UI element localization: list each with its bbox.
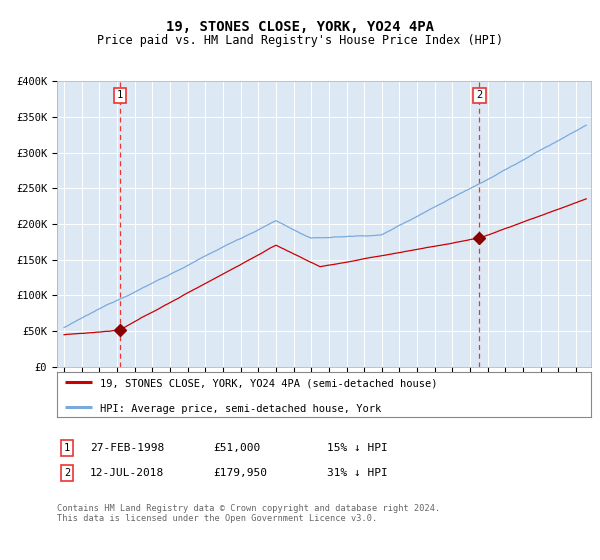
Text: 1: 1 [116,91,123,100]
Text: Price paid vs. HM Land Registry's House Price Index (HPI): Price paid vs. HM Land Registry's House … [97,34,503,46]
Text: 12-JUL-2018: 12-JUL-2018 [90,468,164,478]
Text: 27-FEB-1998: 27-FEB-1998 [90,443,164,453]
Text: 2: 2 [476,91,482,100]
Text: HPI: Average price, semi-detached house, York: HPI: Average price, semi-detached house,… [100,404,381,414]
Text: £51,000: £51,000 [213,443,260,453]
Text: 15% ↓ HPI: 15% ↓ HPI [327,443,388,453]
Text: Contains HM Land Registry data © Crown copyright and database right 2024.
This d: Contains HM Land Registry data © Crown c… [57,504,440,524]
Text: 1: 1 [64,443,70,453]
Text: 19, STONES CLOSE, YORK, YO24 4PA (semi-detached house): 19, STONES CLOSE, YORK, YO24 4PA (semi-d… [100,379,437,389]
Text: 19, STONES CLOSE, YORK, YO24 4PA: 19, STONES CLOSE, YORK, YO24 4PA [166,20,434,34]
Text: 31% ↓ HPI: 31% ↓ HPI [327,468,388,478]
Text: £179,950: £179,950 [213,468,267,478]
Text: 2: 2 [64,468,70,478]
